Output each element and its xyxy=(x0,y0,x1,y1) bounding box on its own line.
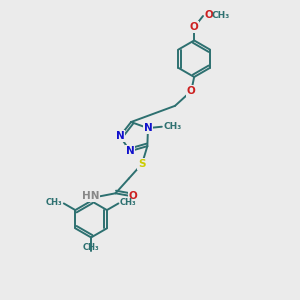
Text: O: O xyxy=(128,191,137,201)
Text: O: O xyxy=(205,10,214,20)
Text: CH₃: CH₃ xyxy=(164,122,182,131)
Text: N: N xyxy=(126,146,134,156)
Text: O: O xyxy=(187,86,196,96)
Text: CH₃: CH₃ xyxy=(83,244,99,253)
Text: CH₃: CH₃ xyxy=(120,198,136,207)
Text: CH₃: CH₃ xyxy=(46,198,62,207)
Text: N: N xyxy=(144,123,152,133)
Text: S: S xyxy=(138,159,146,169)
Text: N: N xyxy=(116,131,124,141)
Text: HN: HN xyxy=(82,191,100,201)
Text: O: O xyxy=(190,22,199,32)
Text: CH₃: CH₃ xyxy=(211,11,230,20)
